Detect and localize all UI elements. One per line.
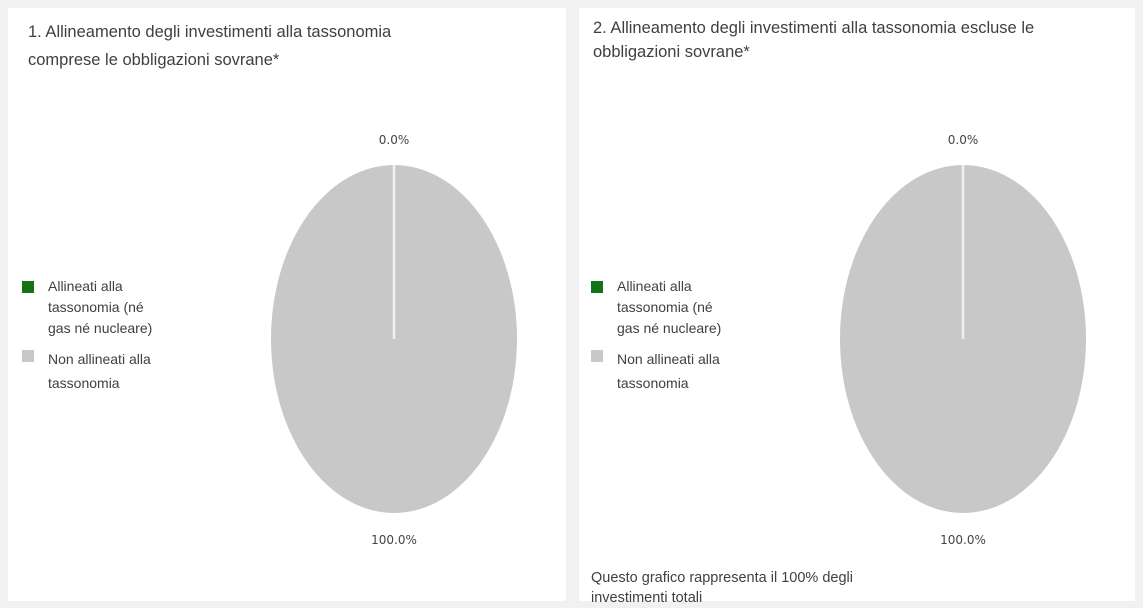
title-line: obbligazioni sovrane* xyxy=(593,43,750,61)
footnote: Questo grafico rappresenta il 100% degli… xyxy=(591,568,991,608)
legend-swatch-aligned xyxy=(22,281,34,293)
footnote-line: investimenti totali xyxy=(591,590,703,606)
chart-title: 1. Allineamento degli investimenti alla … xyxy=(28,18,478,74)
title-line: comprese le obbligazioni sovrane* xyxy=(28,51,280,69)
legend-label-line: Allineati alla xyxy=(617,278,692,294)
legend-label-line: gas né nucleare) xyxy=(617,320,722,336)
legend-label-line: Non allineati alla xyxy=(48,351,151,367)
legend-label-line: tassonomia xyxy=(48,375,120,391)
chart-panel-2: 2. Allineamento degli investimenti alla … xyxy=(579,8,1135,606)
legend-label-line: Non allineati alla xyxy=(617,351,720,367)
chart-panel-1: 1. Allineamento degli investimenti alla … xyxy=(8,8,566,601)
legend-label-line: tassonomia (né xyxy=(617,299,713,315)
pie-chart: 0.0% 100.0% xyxy=(840,133,1086,547)
legend-label-line: tassonomia (né xyxy=(48,299,144,315)
legend-label-line: gas né nucleare) xyxy=(48,320,153,336)
legend-label-line: Allineati alla xyxy=(48,278,123,294)
legend-swatch-aligned xyxy=(591,281,603,293)
legend-item-not-aligned: Non allineati alla tassonomia xyxy=(589,345,739,397)
footnote-line: Questo grafico rappresenta il 100% degli xyxy=(591,570,853,586)
legend-swatch-not-aligned xyxy=(22,350,34,362)
title-line: 1. Allineamento degli investimenti alla … xyxy=(28,23,392,41)
pie-data-label-0: 0.0% xyxy=(379,133,410,147)
pie-data-label-1: 100.0% xyxy=(940,533,986,547)
legend: Allineati alla tassonomia (né gas né nuc… xyxy=(589,276,739,397)
pie-data-label-0: 0.0% xyxy=(948,133,979,147)
pie-chart: 0.0% 100.0% xyxy=(271,133,517,547)
legend-item-not-aligned: Non allineati alla tassonomia xyxy=(20,345,170,397)
legend-item-aligned: Allineati alla tassonomia (né gas né nuc… xyxy=(589,276,739,339)
legend-label-line: tassonomia xyxy=(617,375,689,391)
legend-swatch-not-aligned xyxy=(591,350,603,362)
title-line: 2. Allineamento degli investimenti alla … xyxy=(593,19,1035,37)
pie-data-label-1: 100.0% xyxy=(371,533,417,547)
legend: Allineati alla tassonomia (né gas né nuc… xyxy=(20,276,170,397)
legend-item-aligned: Allineati alla tassonomia (né gas né nuc… xyxy=(20,276,170,339)
chart-title: 2. Allineamento degli investimenti alla … xyxy=(593,16,1113,64)
